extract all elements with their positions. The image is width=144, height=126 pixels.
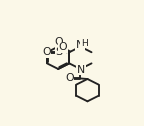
Text: N: N bbox=[76, 40, 84, 50]
Text: O: O bbox=[65, 73, 74, 83]
Text: H: H bbox=[81, 39, 87, 48]
Text: O: O bbox=[59, 42, 67, 52]
Text: O: O bbox=[54, 37, 63, 47]
Text: N: N bbox=[77, 65, 85, 75]
Text: S: S bbox=[55, 47, 62, 57]
Text: O: O bbox=[42, 47, 51, 57]
